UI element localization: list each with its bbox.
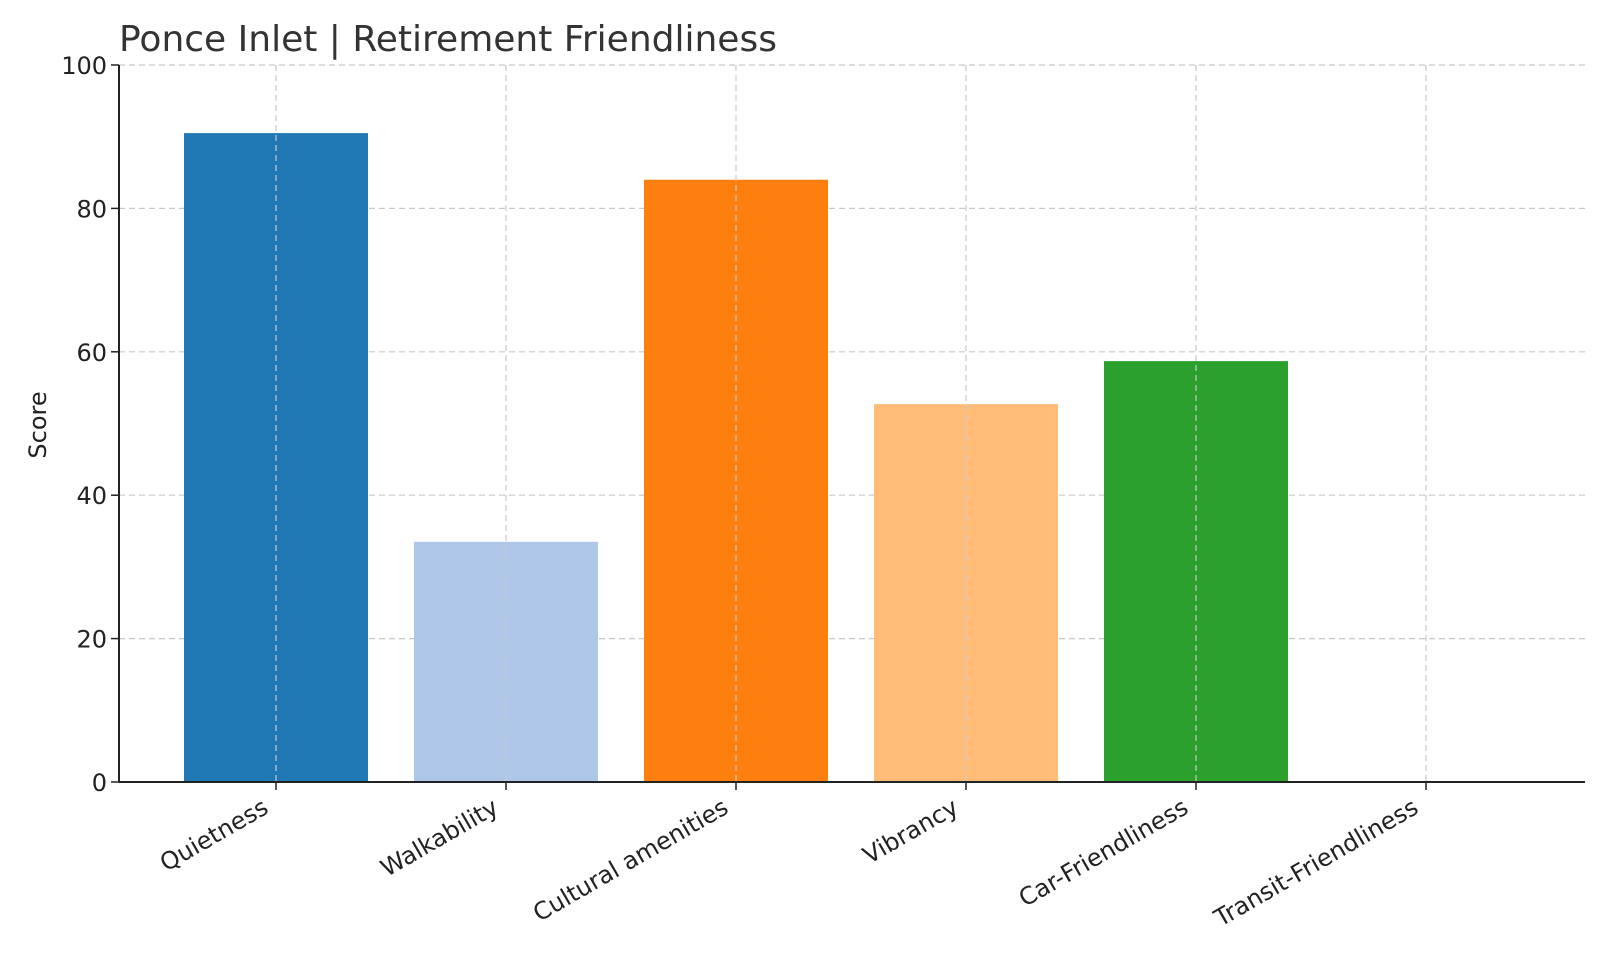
y-tick-label: 20: [76, 626, 107, 654]
x-tick-label: Car-Friendliness: [1014, 793, 1193, 913]
x-tick-label: Walkability: [376, 793, 503, 883]
y-tick-label: 80: [76, 195, 107, 223]
x-tick-label: Transit-Friendliness: [1209, 793, 1423, 933]
x-tick-label: Cultural amenities: [528, 793, 733, 927]
bar-car-friendliness: [1104, 361, 1288, 782]
x-tick-label: Quietness: [155, 793, 273, 877]
y-axis-label: Score: [24, 391, 52, 458]
y-tick-label: 40: [76, 482, 107, 510]
y-tick-label: 0: [92, 769, 107, 797]
y-tick-label: 60: [76, 339, 107, 367]
y-ticks: 0 20 40 60 80 100: [61, 52, 119, 797]
bar-walkability: [414, 541, 598, 782]
y-tick-label: 100: [61, 52, 107, 80]
axes: [118, 65, 1585, 783]
x-tick-label: Vibrancy: [858, 793, 963, 870]
chart-title: Ponce Inlet | Retirement Friendliness: [119, 19, 777, 60]
x-ticks: Quietness Walkability Cultural amenities Vi…: [155, 782, 1427, 933]
